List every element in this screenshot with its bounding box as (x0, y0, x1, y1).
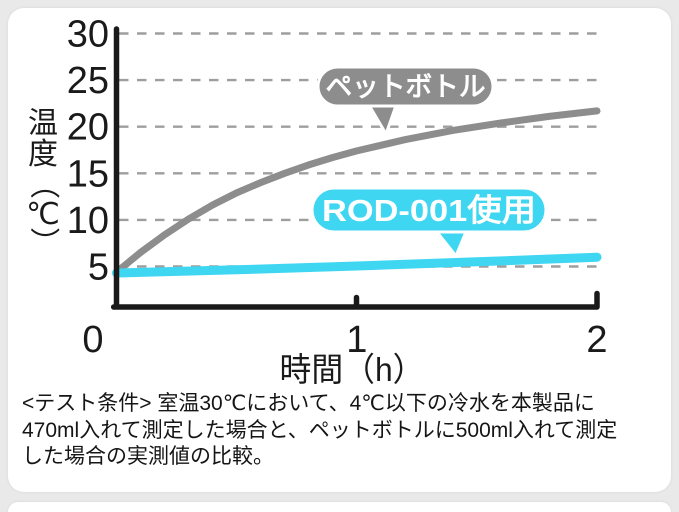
axes (110, 26, 600, 310)
label-bubble-pet-bottle (316, 65, 495, 108)
x-tick-label-0: 0 (82, 319, 103, 361)
series-line-pet-bottle (113, 107, 601, 276)
y-tick-label-20: 20 (67, 107, 109, 149)
x-tick-label-1: 1 (346, 319, 367, 361)
series-line-rod-001 (112, 252, 602, 278)
test-conditions-line-1: <テスト条件> 室温30℃において、4℃以下の冷水を本製品に (22, 392, 595, 415)
y-tick-label-10: 10 (67, 200, 109, 242)
test-conditions: <テスト条件> 室温30℃において、4℃以下の冷水を本製品に 470ml入れて測… (22, 391, 667, 471)
y-tick-label-30: 30 (67, 14, 109, 56)
x-tick-label-2: 2 (586, 319, 607, 361)
y-tick-label-5: 5 (88, 247, 109, 289)
y-tick-label-25: 25 (67, 60, 109, 102)
y-axis-title-char-1: 度 (28, 138, 58, 171)
y-axis-title-char-4: ） (27, 227, 60, 257)
label-bubble-rod-001 (310, 186, 548, 234)
label-bubble-text-pet-bottle: ペットボトル (326, 72, 486, 102)
y-axis-title-char-0: 温 (28, 107, 58, 140)
label-bubble-text-rod-001: ROD-001使用 (322, 193, 536, 228)
y-tick-label-15: 15 (67, 153, 109, 195)
next-card-top-edge (8, 502, 671, 512)
x-axis-title: 時間（h） (280, 351, 425, 388)
y-axis-title-char-3: ℃ (26, 198, 60, 231)
test-conditions-line-2: 470ml入れて測定した場合と、ペットボトルに500ml入れて測定 (22, 418, 618, 442)
test-conditions-line-3: した場合の実測値の比較。 (22, 445, 274, 468)
y-axis-title-char-2: （ (27, 169, 60, 199)
